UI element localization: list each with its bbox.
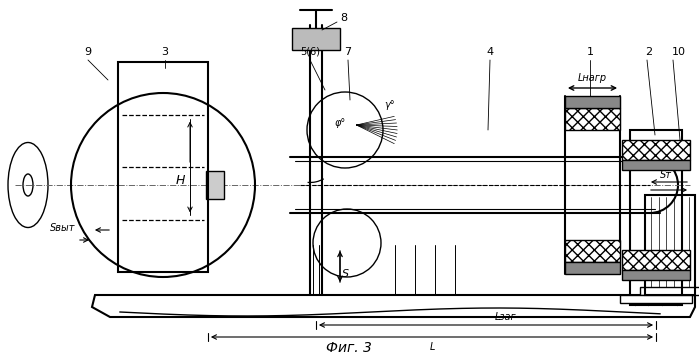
Bar bbox=[645, 195, 695, 295]
Bar bbox=[565, 108, 620, 130]
Text: 7: 7 bbox=[345, 47, 352, 57]
Bar bbox=[622, 160, 690, 170]
Text: 8: 8 bbox=[340, 13, 347, 23]
Bar bbox=[118, 62, 208, 272]
Text: Lнагр: Lнагр bbox=[578, 73, 607, 83]
Text: φ°: φ° bbox=[334, 118, 345, 128]
Bar bbox=[292, 28, 340, 50]
Text: L: L bbox=[429, 342, 435, 352]
Bar bbox=[622, 140, 690, 160]
Text: 4: 4 bbox=[487, 47, 493, 57]
Bar bbox=[620, 295, 692, 303]
Text: 10: 10 bbox=[672, 47, 686, 57]
Bar bbox=[640, 287, 699, 295]
Text: Sвыт: Sвыт bbox=[50, 223, 75, 233]
Text: S: S bbox=[342, 269, 349, 279]
Text: Sт: Sт bbox=[660, 170, 672, 180]
Text: 5(6): 5(6) bbox=[300, 47, 320, 57]
Text: γ°: γ° bbox=[384, 100, 396, 110]
Text: 2: 2 bbox=[645, 47, 652, 57]
Bar bbox=[622, 250, 690, 270]
Text: H: H bbox=[175, 173, 185, 186]
Text: Фиг. 3: Фиг. 3 bbox=[326, 341, 372, 355]
Bar bbox=[565, 262, 620, 274]
Bar bbox=[622, 270, 690, 280]
Bar bbox=[630, 130, 682, 305]
Text: Lзаг: Lзаг bbox=[495, 312, 517, 322]
Bar bbox=[206, 171, 224, 199]
Text: 1: 1 bbox=[586, 47, 593, 57]
Text: 3: 3 bbox=[161, 47, 168, 57]
Bar bbox=[565, 96, 620, 108]
Bar bbox=[565, 240, 620, 262]
Text: 9: 9 bbox=[85, 47, 92, 57]
